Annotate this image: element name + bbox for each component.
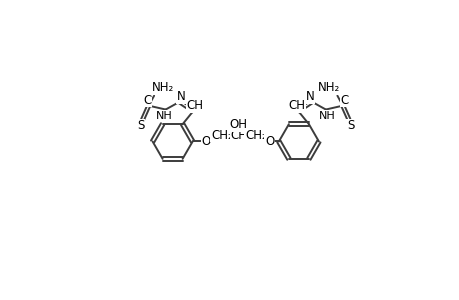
Text: N: N (176, 90, 185, 103)
Text: CH₂: CH₂ (244, 129, 266, 142)
Text: O: O (202, 135, 211, 148)
Text: C: C (340, 94, 347, 107)
Text: O: O (264, 135, 274, 148)
Text: NH: NH (156, 111, 172, 121)
Text: C: C (143, 94, 151, 107)
Text: NH₂: NH₂ (317, 82, 339, 94)
Text: CH: CH (230, 129, 247, 142)
Text: NH₂: NH₂ (151, 82, 174, 94)
Text: OH: OH (230, 118, 247, 131)
Text: S: S (346, 119, 353, 132)
Text: S: S (137, 119, 145, 132)
Text: CH: CH (186, 99, 203, 112)
Text: N: N (305, 90, 314, 103)
Text: CH: CH (287, 99, 304, 112)
Text: NH: NH (318, 111, 335, 121)
Text: CH₂: CH₂ (211, 129, 232, 142)
